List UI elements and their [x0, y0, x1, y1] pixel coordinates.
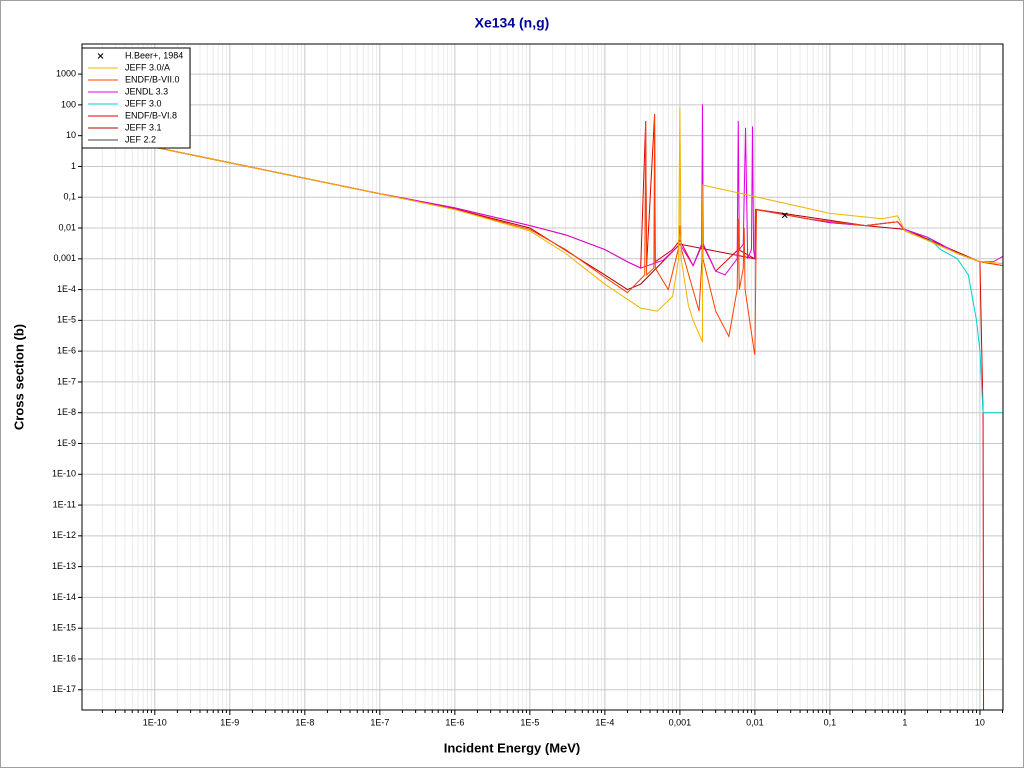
legend-box	[81, 47, 191, 149]
y-tick-label: 1E-9	[57, 438, 76, 448]
y-tick-label: 1E-14	[52, 592, 76, 602]
y-tick-label: 10	[66, 130, 76, 140]
legend: H.Beer+, 1984 JEFF 3.0/A ENDF/B-VII.0 JENDL…	[81, 47, 191, 149]
x-tick-label: 0,001	[669, 717, 692, 727]
y-tick-label: 1E-10	[52, 469, 76, 479]
x-tick-label: 1E-9	[220, 717, 239, 727]
x-axis-label: Incident Energy (MeV)	[444, 740, 581, 755]
y-tick-label: 1E-7	[57, 376, 76, 386]
x-tick-label: 1	[902, 717, 907, 727]
legend-label: ENDF/B-VII.0	[125, 74, 180, 84]
x-tick-label: 1E-5	[520, 717, 539, 727]
grid: 1E-10 1E-9 1E-8 1E-7 1E-6 1E-5 1E-4 0,001 0,01 0,…	[52, 44, 1004, 727]
y-tick-label: 1E-15	[52, 623, 76, 633]
legend-label: ENDF/B-VI.8	[125, 110, 177, 120]
legend-label: JENDL 3.3	[125, 86, 168, 96]
y-tick-label: 1E-17	[52, 684, 76, 694]
x-tick-label: 0,1	[824, 717, 837, 727]
x-tick-label: 1E-7	[370, 717, 389, 727]
legend-marker	[97, 53, 104, 59]
y-tick-label: 0,001	[53, 253, 76, 263]
x-tick-label: 10	[975, 717, 985, 727]
plot	[82, 104, 1003, 710]
y-tick-label: 1E-8	[57, 407, 76, 417]
x-tick-label: 1E-6	[445, 717, 464, 727]
legend-label: JEFF 3.0/A	[125, 62, 170, 72]
y-tick-label: 1E-4	[57, 284, 76, 294]
legend-label: JEF 2.2	[125, 134, 156, 144]
plot-border	[81, 43, 1004, 711]
y-tick-label: 1E-16	[52, 653, 76, 663]
y-tick-label: 1E-11	[53, 499, 76, 509]
y-tick-label: 0,01	[58, 222, 76, 232]
y-tick-label: 1E-13	[52, 561, 76, 571]
data-point	[781, 212, 788, 219]
y-tick-label: 1000	[56, 68, 76, 78]
y-tick-label: 100	[61, 99, 76, 109]
y-axis-label: Cross section (b)	[11, 324, 26, 430]
x-tick-label: 1E-4	[595, 717, 614, 727]
legend-label: JEFF 3.0	[125, 98, 162, 108]
series-line	[82, 107, 1003, 343]
x-tick-label: 1E-10	[143, 717, 167, 727]
legend-label: H.Beer+, 1984	[125, 50, 183, 60]
x-tick-label: 0,01	[746, 717, 764, 727]
legend-label: JEFF 3.1	[125, 122, 162, 132]
y-tick-label: 1E-6	[57, 346, 76, 356]
y-tick-label: 0,1	[63, 192, 76, 202]
chart-title: Xe134 (n,g)	[475, 15, 550, 31]
y-tick-label: 1E-12	[52, 530, 76, 540]
x-tick-label: 1E-8	[295, 717, 314, 727]
y-tick-label: 1E-5	[57, 315, 76, 325]
y-tick-label: 1	[71, 161, 76, 171]
